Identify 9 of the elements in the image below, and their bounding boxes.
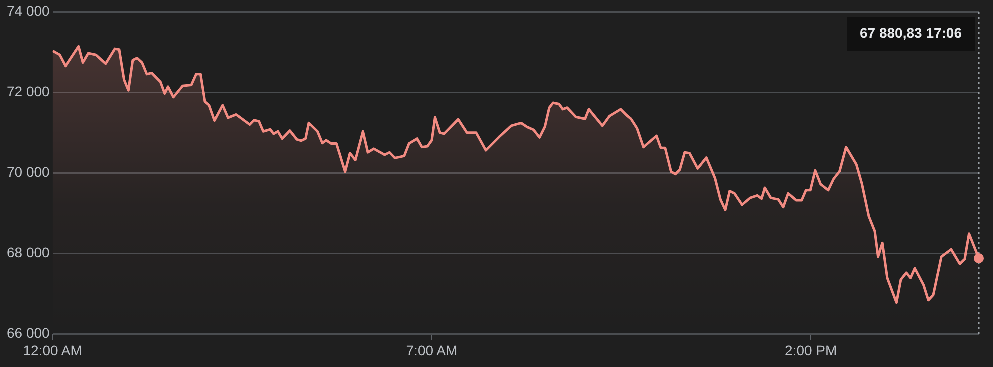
x-tick-label: 7:00 AM — [406, 342, 458, 358]
y-tick-label: 68 000 — [6, 244, 50, 261]
x-tick-label: 2:00 PM — [785, 342, 838, 358]
annotation: 67 880,83 17:06 — [860, 24, 962, 41]
x-tick-label: 12:00 AM — [23, 342, 82, 358]
y-tick-label: 66 000 — [6, 325, 50, 342]
y-tick-label: 72 000 — [6, 83, 50, 100]
y-tick-label: 74 000 — [6, 2, 50, 19]
y-tick-label: 70 000 — [6, 164, 50, 180]
